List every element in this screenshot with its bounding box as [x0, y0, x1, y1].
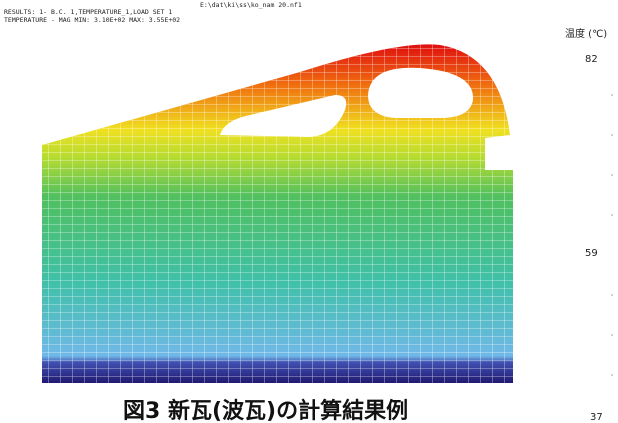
header-file: E:\dat\ki\ss\ko_nam 20.nf1	[200, 1, 302, 9]
caption: 図3 新瓦(波瓦)の計算結果例	[123, 398, 408, 423]
header-line: RESULTS: 1- B.C. 1,TEMPERATURE_1,LOAD SE…	[4, 8, 172, 16]
legend-label: 59	[585, 248, 598, 259]
legend-ticks	[611, 94, 613, 376]
legend-label: 37	[590, 412, 603, 423]
hole	[220, 95, 347, 137]
legend-title: 温度 (℃)	[565, 27, 607, 40]
legend-label: 82	[585, 54, 598, 65]
header-line: TEMPERATURE - MAG MIN: 3.10E+02 MAX: 3.5…	[4, 16, 180, 24]
hole	[368, 67, 474, 118]
